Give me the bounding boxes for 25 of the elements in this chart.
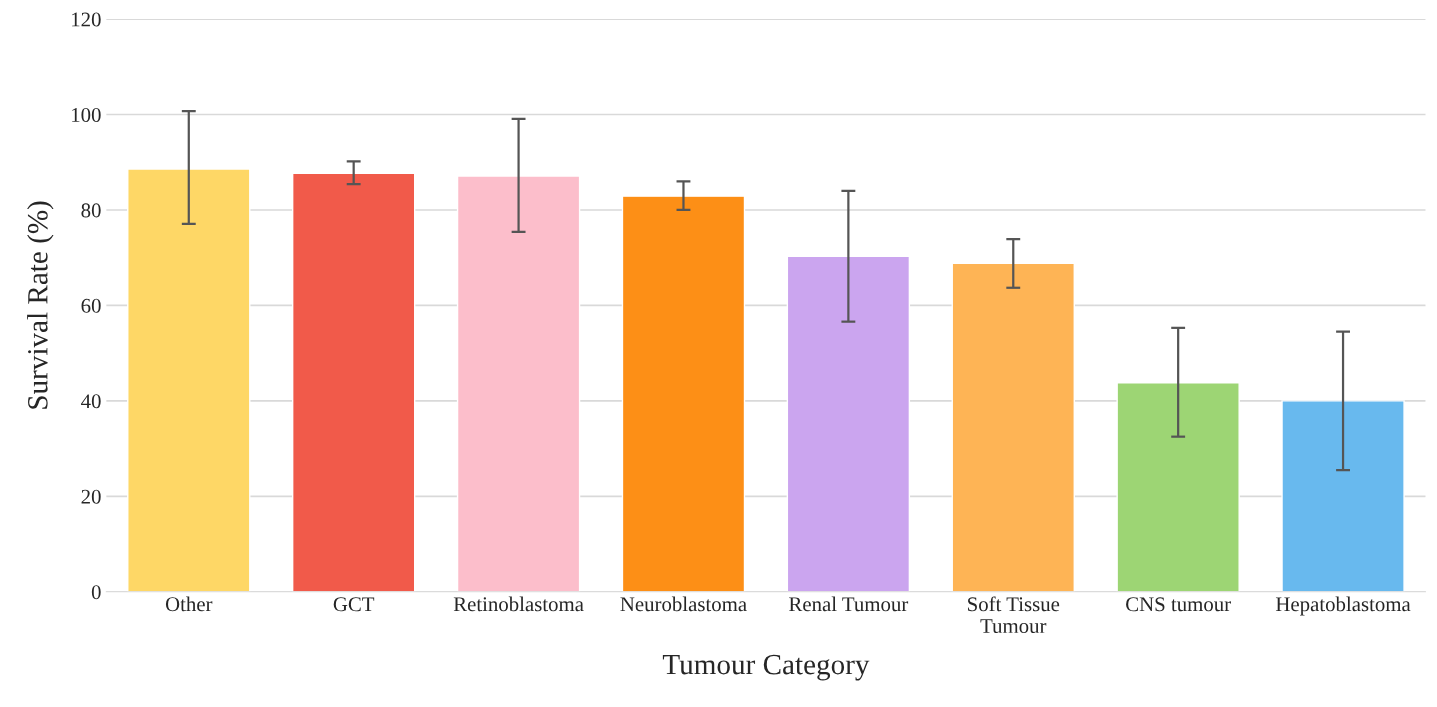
y-tick-label: 120 bbox=[72, 12, 101, 27]
bar bbox=[1116, 382, 1240, 592]
y-tick-label: 60 bbox=[81, 298, 101, 313]
y-tick-label: 40 bbox=[81, 394, 101, 409]
x-tick-label: Other bbox=[165, 596, 213, 612]
y-tick-label: 80 bbox=[81, 203, 101, 218]
bar bbox=[127, 168, 251, 592]
x-tick-label: CNS tumour bbox=[1126, 597, 1231, 612]
x-tick-label: Retinoblastoma bbox=[453, 596, 584, 612]
x-tick-label: GCT bbox=[333, 597, 375, 612]
bar bbox=[1281, 400, 1405, 592]
x-tick-label: Hepatoblastoma bbox=[1275, 596, 1411, 616]
y-tick-label: 20 bbox=[81, 489, 101, 504]
y-axis-title: Survival Rate (%) bbox=[27, 201, 54, 409]
bar bbox=[291, 172, 416, 592]
x-axis-title: Tumour Category bbox=[662, 654, 870, 681]
x-tick-label: Renal Tumour bbox=[789, 596, 909, 612]
bar bbox=[786, 255, 911, 592]
bar bbox=[621, 195, 746, 592]
y-tick-label: 100 bbox=[72, 107, 101, 122]
bar bbox=[456, 175, 581, 592]
x-tick-label: Neuroblastoma bbox=[620, 596, 747, 612]
y-tick-label: 0 bbox=[91, 585, 101, 600]
x-tick-label: Soft Tissue Tumour bbox=[968, 596, 1060, 634]
bar bbox=[951, 262, 1075, 592]
